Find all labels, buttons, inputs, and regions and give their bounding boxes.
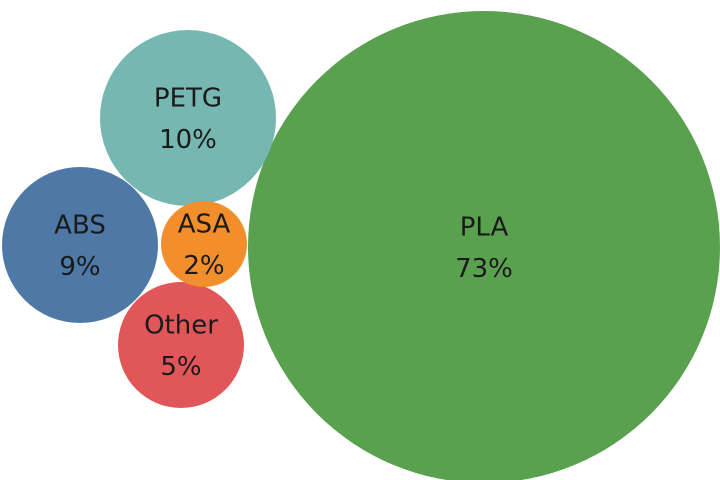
bubble-asa: ASA 2% [161, 201, 247, 287]
bubble-label-pla: PLA [460, 212, 509, 242]
bubble-label-other: Other [144, 310, 218, 340]
bubble-pla: PLA 73% [248, 11, 720, 480]
bubble-abs: ABS 9% [2, 167, 158, 323]
bubble-circle-abs [2, 167, 158, 323]
bubble-label-asa: ASA [178, 209, 231, 239]
bubble-other: Other 5% [118, 282, 244, 408]
bubble-circle-pla [248, 11, 720, 480]
bubble-circle-petg [100, 30, 276, 206]
bubble-circle-asa [161, 201, 247, 287]
bubble-value-petg: 10% [159, 125, 217, 155]
bubble-value-abs: 9% [59, 252, 100, 282]
bubble-value-other: 5% [160, 352, 201, 382]
bubble-petg: PETG 10% [100, 30, 276, 206]
bubble-circle-other [118, 282, 244, 408]
bubble-value-asa: 2% [183, 251, 224, 281]
bubble-value-pla: 73% [455, 254, 513, 284]
bubble-label-petg: PETG [154, 83, 222, 113]
bubble-label-abs: ABS [54, 210, 106, 240]
